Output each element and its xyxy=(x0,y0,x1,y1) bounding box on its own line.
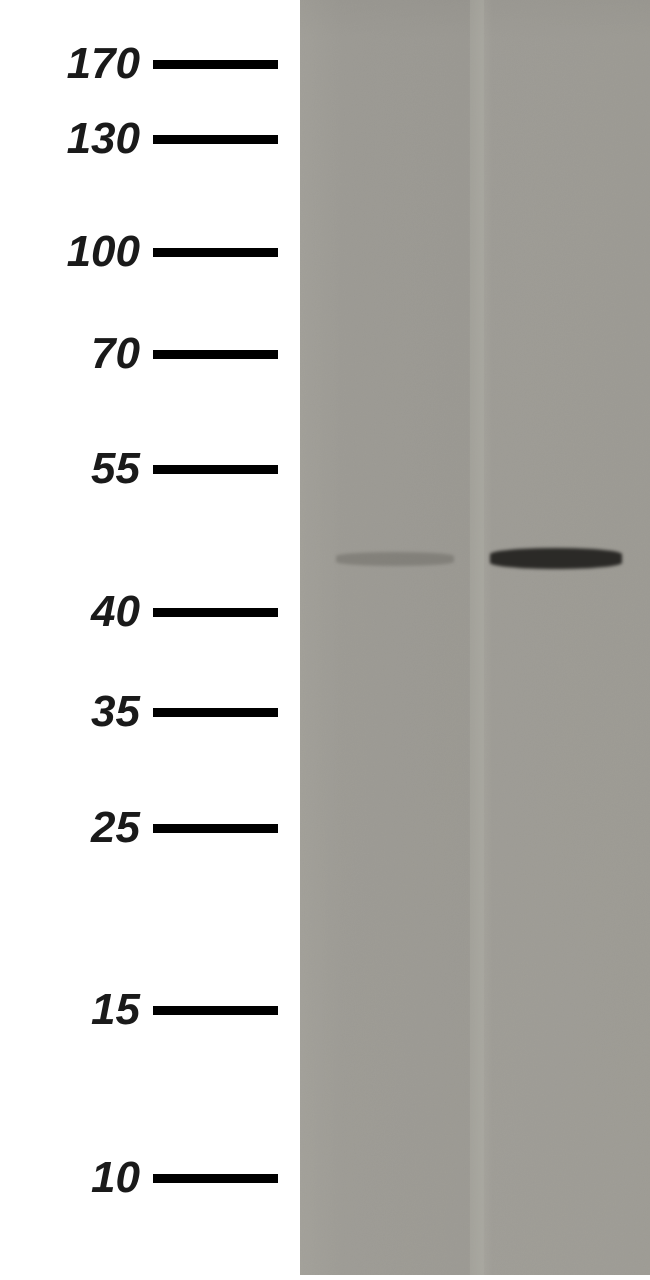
marker-row: 55 xyxy=(0,447,300,491)
marker-tick xyxy=(153,60,278,69)
marker-label: 130 xyxy=(0,114,140,164)
marker-label: 70 xyxy=(0,329,140,379)
marker-label: 170 xyxy=(0,39,140,89)
marker-row: 170 xyxy=(0,42,300,86)
marker-label: 10 xyxy=(0,1153,140,1203)
marker-tick xyxy=(153,1006,278,1015)
marker-tick xyxy=(153,350,278,359)
marker-row: 35 xyxy=(0,690,300,734)
marker-tick xyxy=(153,1174,278,1183)
marker-row: 15 xyxy=(0,988,300,1032)
marker-tick xyxy=(153,465,278,474)
molecular-weight-ladder: 170 130 100 70 55 40 35 25 15 10 xyxy=(0,0,300,1275)
marker-tick xyxy=(153,135,278,144)
blot-figure: 170 130 100 70 55 40 35 25 15 10 xyxy=(0,0,650,1275)
lane-2 xyxy=(482,0,629,1275)
marker-label: 25 xyxy=(0,803,140,853)
membrane xyxy=(300,0,650,1275)
marker-row: 70 xyxy=(0,332,300,376)
marker-label: 100 xyxy=(0,227,140,277)
marker-label: 15 xyxy=(0,985,140,1035)
marker-tick xyxy=(153,708,278,717)
marker-label: 35 xyxy=(0,687,140,737)
marker-tick xyxy=(153,824,278,833)
lane-1 xyxy=(321,0,468,1275)
marker-row: 40 xyxy=(0,590,300,634)
marker-row: 130 xyxy=(0,117,300,161)
marker-row: 10 xyxy=(0,1156,300,1200)
marker-label: 40 xyxy=(0,587,140,637)
band xyxy=(336,552,454,566)
band xyxy=(490,548,622,569)
marker-row: 25 xyxy=(0,806,300,850)
marker-tick xyxy=(153,248,278,257)
marker-label: 55 xyxy=(0,444,140,494)
marker-row: 100 xyxy=(0,230,300,274)
marker-tick xyxy=(153,608,278,617)
